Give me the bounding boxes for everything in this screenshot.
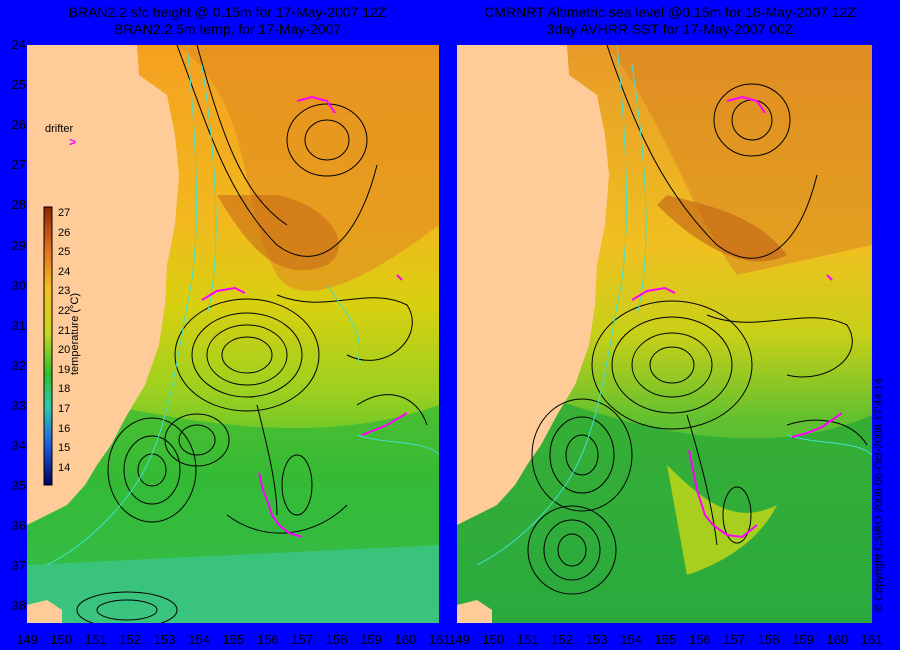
colorbar-tick-label: 21 [58,324,71,337]
longitude-label: 160 [394,632,417,647]
latitude-label: 35 [11,478,26,494]
longitude-label: 156 [688,632,711,647]
right-drifter-tracks [631,95,843,539]
drifter-legend-marker: > [69,135,77,149]
longitude-label: 152 [551,632,574,647]
latitude-label: 28 [11,197,26,213]
colorbar-tick-label: 17 [58,403,71,415]
longitude-label: 150 [482,632,505,647]
longitude-label: 155 [222,632,245,647]
latitude-label: 30 [11,277,26,293]
longitude-label: 159 [792,632,814,647]
colorbar-tick-label: 15 [58,442,71,455]
colorbar-tick-label: 14 [58,461,71,474]
colorbar-tick-label: 19 [58,363,71,376]
latitude-label: 34 [11,438,26,453]
colorbar-gradient [43,206,53,486]
colorbar-tick-label: 16 [58,422,71,435]
copyright-notice: © Copyright CSIRO 2008 06-Oct-2008 17:44… [873,378,885,612]
right-title-line1: CMRNRT Altimetric sea level @0.15m for 1… [484,4,856,20]
right-warm-tongue [667,465,777,575]
right-land-south [457,600,492,623]
latitude-label: 24 [11,37,26,52]
longitude-label: 156 [256,632,279,647]
latitude-label: 31 [11,317,26,333]
latitude-label: 37 [11,558,26,574]
colorbar-title: temperature (°C) [69,292,81,375]
longitude-label: 160 [826,632,849,647]
longitude-label: 153 [585,632,608,647]
colorbar-tick-label: 26 [58,226,71,239]
left-drifter-tracks [201,95,408,538]
longitude-label: 158 [325,632,348,647]
drifter-legend-label: drifter [45,123,74,135]
latitude-label: 36 [11,518,26,534]
longitude-label: 153 [153,632,176,647]
longitude-label: 161 [860,632,883,647]
longitude-label: 157 [291,632,314,647]
latitude-label: 25 [11,77,26,93]
longitude-label: 152 [119,632,142,647]
longitude-label: 157 [723,632,746,647]
left-bathymetry [46,45,439,566]
latitude-label: 32 [11,357,26,373]
right-map-panel [457,45,872,623]
colorbar-tick-label: 18 [58,383,71,396]
longitude-label: 154 [620,632,642,647]
longitude-label: 151 [516,632,539,647]
latitude-label: 27 [11,157,26,173]
left-map-svg [27,45,439,623]
longitude-label: 150 [50,632,73,647]
latitude-label: 33 [11,397,26,413]
colorbar-tick-label: 25 [58,246,71,259]
left-map-panel: 27 26 25 24 23 22 21 20 19 18 17 16 15 14 temperature… [27,45,439,623]
longitude-label: 161 [428,632,451,647]
right-panel-title: CMRNRT Altimetric sea level @0.15m for 1… [440,4,900,38]
longitude-label: 159 [360,632,382,647]
right-bathymetry [476,45,872,566]
left-panel-title: BRAN2.2 sfc height @ 0.15m for 17-May-20… [0,4,455,38]
left-contours [76,45,428,623]
latitude-label: 26 [11,117,26,133]
colorbar-tick-label: 20 [58,344,71,357]
colorbar-tick-label: 24 [58,265,71,278]
right-warm-core [607,45,872,275]
left-land-australia [27,45,179,525]
colorbar-tick-label: 22 [58,305,71,317]
longitude-label: 149 [16,632,38,647]
latitude-label: 38 [11,598,26,614]
left-title-line1: BRAN2.2 sfc height @ 0.15m for 17-May-20… [68,4,387,20]
longitude-label: 149 [448,632,470,647]
left-hot-patch [217,195,339,271]
right-title-line2: 3day AVHRR SST for 17-May-2007 00Z [546,21,794,37]
colorbar-tick-label: 27 [58,207,71,219]
right-hot-patch [657,195,787,262]
left-warm-core [177,45,439,291]
longitude-label: 158 [757,632,780,647]
left-title-line2: BRAN2.2 5m temp. for 17-May-2007 [113,21,342,37]
left-land-south [27,600,62,623]
longitude-label: 151 [84,632,107,647]
right-cool-south [457,385,872,623]
latitude-label: 29 [11,237,26,253]
left-cool-band [27,545,439,623]
right-map-svg [457,45,872,623]
right-land-australia [457,45,609,525]
right-contours [527,45,868,595]
longitude-label: 154 [188,632,210,647]
longitude-label: 155 [654,632,677,647]
colorbar-tick-label: 23 [58,285,71,298]
